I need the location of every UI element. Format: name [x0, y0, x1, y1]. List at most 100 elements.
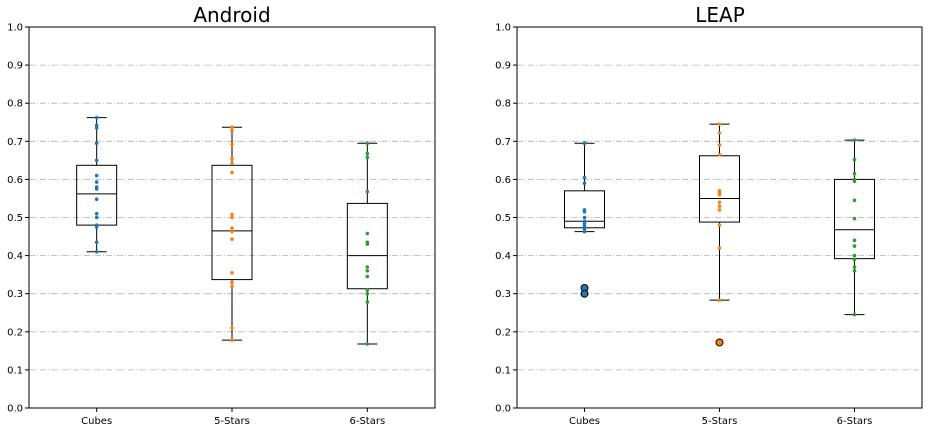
data-point — [230, 338, 234, 342]
x-tick-label: 5-Stars — [702, 416, 738, 427]
data-point — [230, 237, 234, 242]
x-tick-label: Cubes — [569, 416, 600, 427]
data-point — [852, 312, 857, 317]
data-point — [94, 197, 99, 202]
data-point — [365, 151, 370, 156]
data-point — [717, 298, 722, 302]
data-point — [230, 170, 234, 175]
data-point — [365, 189, 370, 194]
data-point — [365, 155, 370, 160]
data-point — [230, 226, 234, 230]
data-point — [94, 240, 99, 245]
y-tick-label: 0.1 — [7, 365, 23, 376]
data-point — [230, 229, 234, 234]
data-point — [582, 221, 587, 226]
x-tick-label: 6-Stars — [349, 416, 385, 427]
data-point — [94, 187, 99, 191]
data-point — [852, 253, 857, 258]
data-point — [717, 200, 722, 205]
data-point — [94, 173, 99, 178]
data-point — [582, 224, 587, 228]
data-point — [852, 238, 857, 243]
data-point — [365, 288, 370, 292]
y-tick-label: 0.1 — [495, 365, 511, 376]
data-point — [230, 161, 234, 166]
data-point — [582, 227, 587, 231]
data-point — [365, 231, 370, 236]
data-point — [230, 285, 234, 289]
data-point — [852, 198, 857, 203]
data-point — [230, 280, 234, 285]
data-point — [230, 326, 234, 330]
data-point — [717, 223, 722, 227]
data-point — [582, 175, 587, 180]
y-tick-label: 0.5 — [7, 213, 23, 224]
data-point — [230, 212, 234, 217]
y-tick-label: 1.0 — [495, 23, 511, 34]
data-point — [852, 257, 857, 262]
y-tick-label: 1.0 — [7, 23, 23, 34]
data-point — [230, 125, 234, 130]
outlier-point — [715, 338, 724, 347]
data-point — [582, 181, 587, 186]
y-tick-label: 0.4 — [495, 251, 511, 262]
data-point — [94, 215, 99, 220]
data-point — [852, 244, 857, 248]
y-tick-label: 0.2 — [7, 327, 23, 338]
data-point — [365, 141, 370, 146]
data-point — [365, 242, 370, 246]
data-point — [230, 156, 234, 161]
data-point — [230, 270, 234, 275]
data-point — [717, 122, 722, 126]
data-point — [230, 142, 234, 147]
y-tick-label: 0.5 — [495, 213, 511, 224]
data-point — [717, 192, 722, 197]
y-tick-label: 0.8 — [7, 99, 23, 110]
box-5-stars — [699, 155, 740, 223]
data-point — [94, 141, 99, 146]
chart-title-android: Android — [193, 3, 270, 27]
y-tick-label: 0.6 — [495, 175, 511, 186]
data-point — [582, 229, 587, 234]
data-point — [365, 274, 370, 279]
data-point — [717, 143, 722, 147]
outlier-point — [580, 289, 589, 298]
y-tick-label: 0.0 — [495, 404, 511, 415]
y-tick-label: 0.9 — [495, 61, 511, 72]
y-tick-label: 0.2 — [495, 327, 511, 338]
data-point — [94, 180, 99, 184]
data-point — [94, 211, 99, 216]
chart-leap: LEAP 0.0 0.1 0.2 0.3 0.4 0.5 0.6 0.7 0.8 0.9 1.0 Cu… — [495, 3, 923, 427]
data-point — [94, 126, 99, 130]
data-point — [717, 152, 722, 157]
data-point — [365, 269, 370, 273]
data-point — [94, 115, 99, 120]
data-point — [852, 157, 857, 162]
y-tick-label: 0.7 — [495, 137, 511, 148]
data-point — [717, 246, 722, 250]
data-point — [94, 249, 99, 254]
data-point — [852, 216, 857, 221]
chart-android: Android 0.0 0.1 0.2 0.3 0.4 0.5 0.6 0.7 0.8 0.9 1.… — [7, 3, 436, 427]
data-point — [94, 123, 99, 128]
data-point — [852, 179, 857, 184]
data-point — [230, 128, 234, 133]
data-point — [852, 269, 857, 273]
x-tick-label: Cubes — [81, 416, 112, 427]
box-5-stars — [211, 164, 253, 281]
data-point — [365, 291, 370, 296]
y-tick-label: 0.7 — [7, 137, 23, 148]
x-tick-label: 5-Stars — [214, 416, 250, 427]
data-point — [94, 158, 99, 163]
y-tick-label: 0.8 — [495, 99, 511, 110]
data-point — [230, 215, 234, 220]
data-point — [365, 342, 370, 346]
data-point — [852, 265, 857, 269]
y-tick-label: 0.3 — [495, 289, 511, 300]
data-point — [717, 204, 722, 208]
data-point — [717, 131, 722, 135]
x-tick-label: 6-Stars — [837, 416, 873, 427]
y-tick-label: 0.9 — [7, 61, 23, 72]
data-point — [582, 215, 587, 220]
